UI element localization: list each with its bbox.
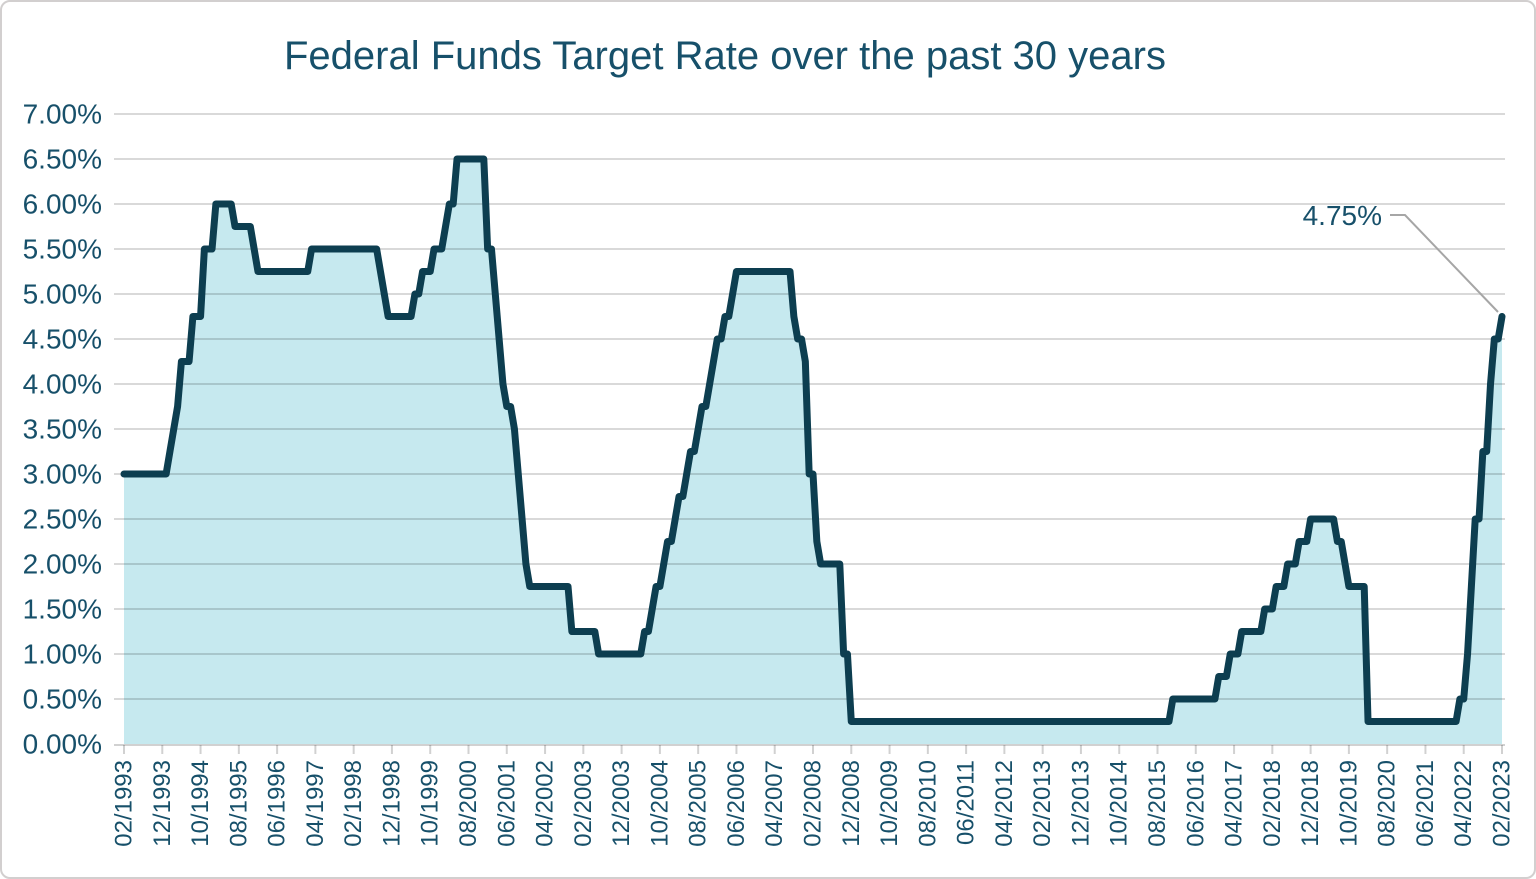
x-axis-label: 04/2002: [532, 760, 559, 847]
x-axis-label: 02/2008: [800, 760, 827, 847]
y-axis-labels: 0.00% 0.50% 1.00% 1.50% 2.00% 2.50% 3.00% 3.50%…: [23, 99, 102, 760]
annotation-label: 4.75%: [1303, 200, 1382, 231]
chart-title: Federal Funds Target Rate over the past …: [284, 34, 1166, 78]
y-axis-label: 1.00%: [23, 639, 102, 670]
x-axis-label: 06/1996: [264, 760, 291, 847]
gridlines-group: [114, 113, 1505, 700]
area-fill-group: [124, 159, 1502, 744]
x-axis-label: 10/2004: [646, 760, 673, 847]
y-axis-label: 0.00%: [23, 729, 102, 760]
x-axis-label: 08/2015: [1144, 760, 1171, 847]
y-axis-label: 6.00%: [23, 189, 102, 220]
x-axis-label: 04/2022: [1450, 760, 1477, 847]
x-axis-label: 08/2010: [914, 760, 941, 847]
x-axis-label: 04/2012: [991, 760, 1018, 847]
last-value-annotation: 4.75%: [1303, 200, 1499, 313]
y-axis-label: 5.50%: [23, 234, 102, 265]
x-axis-label: 12/2013: [1067, 760, 1094, 847]
x-axis-label: 10/1999: [417, 760, 444, 847]
x-axis-label: 02/2013: [1029, 760, 1056, 847]
x-axis-label: 10/2019: [1335, 760, 1362, 847]
x-axis-labels: 02/1993 12/1993 10/1994 08/1995 06/1996 04/19…: [111, 760, 1516, 847]
x-axis-label: 06/2006: [723, 760, 750, 847]
x-axis-label: 02/2003: [570, 760, 597, 847]
x-axis-label: 02/2023: [1489, 760, 1516, 847]
x-axis-label: 02/1998: [340, 760, 367, 847]
y-axis-label: 2.00%: [23, 549, 102, 580]
rate-area-fill: [124, 159, 1502, 744]
x-axis-label: 08/2020: [1374, 760, 1401, 847]
annotation-leader-line: [1390, 214, 1499, 313]
x-axis-label: 06/2021: [1412, 760, 1439, 847]
y-axis-label: 1.50%: [23, 594, 102, 625]
y-axis-label: 4.00%: [23, 369, 102, 400]
x-axis-label: 12/1998: [378, 760, 405, 847]
x-axis-label: 04/2017: [1221, 760, 1248, 847]
x-axis-label: 12/2003: [608, 760, 635, 847]
y-axis-label: 6.50%: [23, 144, 102, 175]
x-axis-label: 06/2001: [493, 760, 520, 847]
rate-step-line: [120, 155, 1506, 725]
x-axis-label: 08/2000: [455, 760, 482, 847]
y-axis-label: 7.00%: [23, 99, 102, 130]
y-axis-label: 3.00%: [23, 459, 102, 490]
x-axis-label: 04/2007: [761, 760, 788, 847]
x-axis-label: 12/2018: [1297, 760, 1324, 847]
x-axis-label: 12/1993: [149, 760, 176, 847]
x-axis-label: 08/2005: [685, 760, 712, 847]
x-axis-label: 08/1995: [225, 760, 252, 847]
x-axis-label: 04/1997: [302, 760, 329, 847]
y-axis-label: 2.50%: [23, 504, 102, 535]
y-axis-label: 0.50%: [23, 684, 102, 715]
x-axis-label: 06/2011: [953, 760, 980, 845]
x-axis-label: 10/1994: [187, 760, 214, 847]
y-axis-label: 3.50%: [23, 414, 102, 445]
x-axis-label: 12/2008: [838, 760, 865, 847]
x-axis-label: 06/2016: [1182, 760, 1209, 847]
y-axis-label: 4.50%: [23, 324, 102, 355]
x-axis-label: 02/2018: [1259, 760, 1286, 847]
x-axis-label: 10/2014: [1106, 760, 1133, 847]
y-axis-label: 5.00%: [23, 279, 102, 310]
rate-line-group: [120, 155, 1506, 725]
x-axis-label: 02/1993: [111, 760, 138, 847]
x-axis-label: 10/2009: [876, 760, 903, 847]
axis-ticks-group: [114, 744, 1505, 754]
